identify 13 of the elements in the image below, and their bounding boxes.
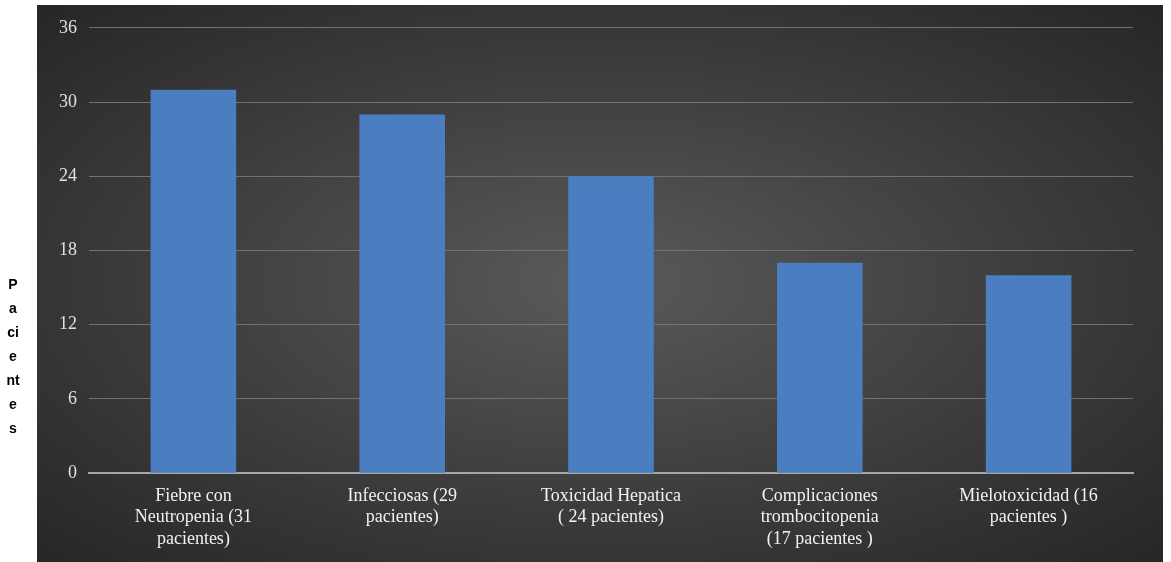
x-tick-label: Mielotoxicidad (16 pacientes ) xyxy=(959,484,1098,528)
x-tick-label: Infecciosas (29 pacientes) xyxy=(347,484,457,528)
y-tick-label: 12 xyxy=(59,313,77,334)
y-tick-label: 6 xyxy=(68,387,77,408)
y-tick-label: 18 xyxy=(59,239,77,260)
x-tick-label: Fiebre con Neutropenia (31 pacientes) xyxy=(134,484,253,549)
y-tick-label: 30 xyxy=(59,90,77,111)
y-axis-title: Pacientes xyxy=(6,275,20,438)
y-tick-label: 36 xyxy=(59,16,77,37)
y-tick-label: 24 xyxy=(59,165,77,185)
x-tick-label: Toxicidad Hepatica ( 24 pacientes) xyxy=(540,484,682,528)
x-tick-label: Complicaciones trombocitopenia (17 pacientes ) xyxy=(760,484,879,549)
y-tick-label: 0 xyxy=(68,461,77,482)
